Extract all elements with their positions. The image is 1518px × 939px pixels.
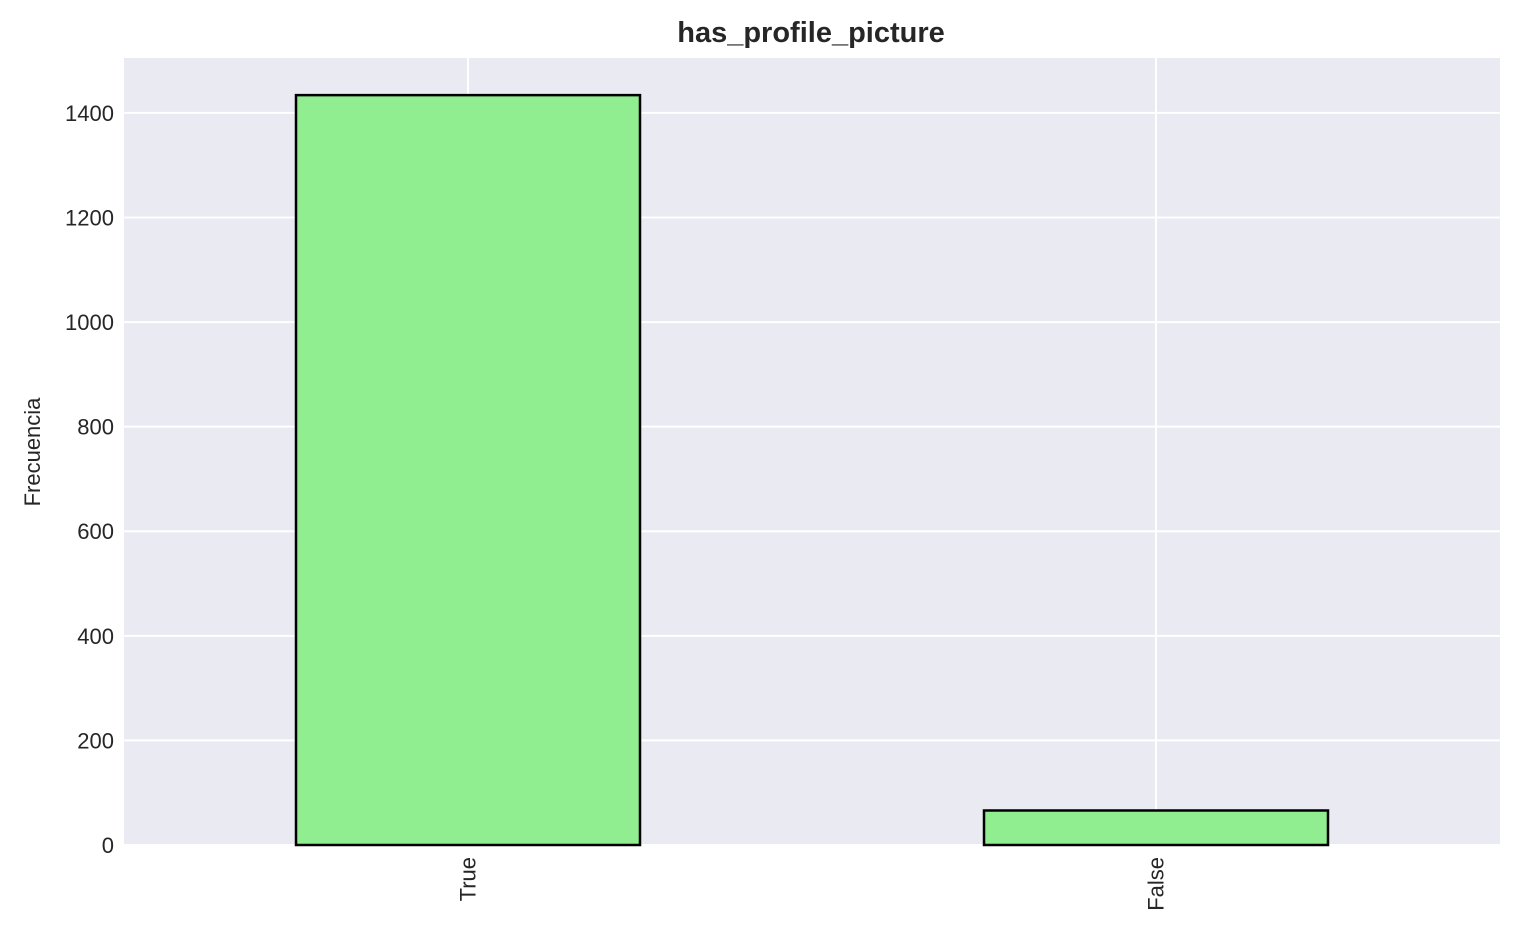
x-tick-label: True	[456, 857, 481, 901]
y-axis-label: Frecuencia	[20, 397, 45, 507]
bar-true	[294, 93, 642, 847]
x-tick-labels: True False	[456, 857, 1169, 911]
chart-title: has_profile_picture	[677, 17, 945, 49]
y-tick-label: 1000	[65, 310, 114, 335]
y-tick-label: 1200	[65, 205, 114, 230]
y-tick-label: 800	[77, 415, 114, 440]
bars	[294, 93, 1330, 847]
y-tick-label: 200	[77, 728, 114, 753]
y-tick-label: 0	[102, 833, 114, 858]
bar-false	[982, 809, 1330, 847]
y-tick-label: 600	[77, 519, 114, 544]
y-tick-label: 400	[77, 624, 114, 649]
y-tick-label: 1400	[65, 101, 114, 126]
y-tick-labels: 0 200 400 600 800 1000 1200 1400	[65, 101, 114, 858]
x-tick-label: False	[1144, 857, 1169, 911]
